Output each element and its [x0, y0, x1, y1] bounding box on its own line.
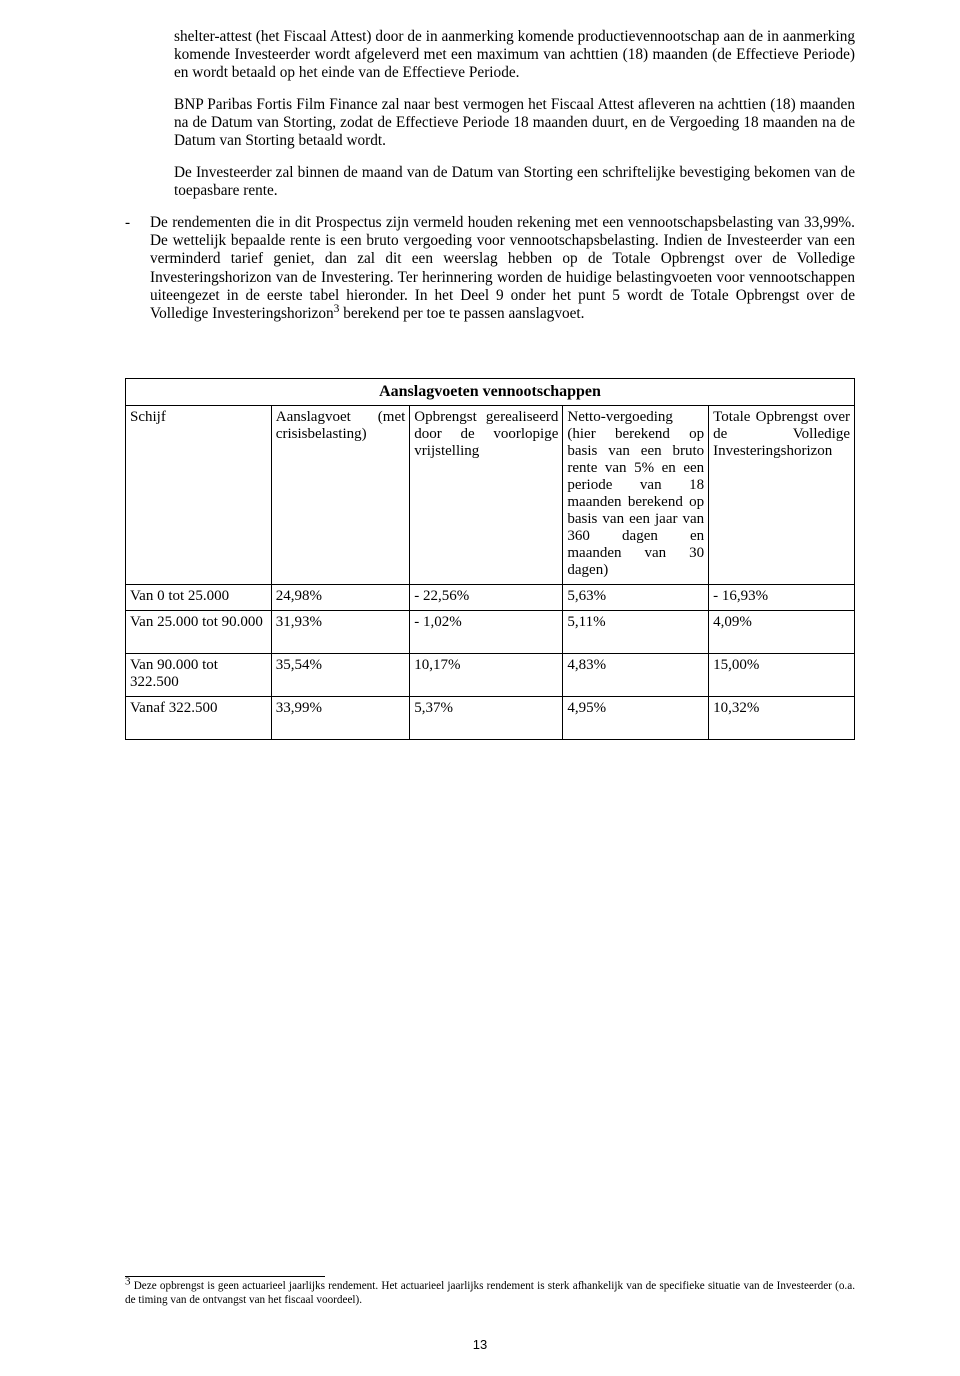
table-header-opbrengst: Opbrengst gerealiseerd door de voorlopig…: [410, 405, 563, 584]
cell-netto: 4,83%: [563, 653, 709, 696]
paragraph-1: shelter-attest (het Fiscaal Attest) door…: [174, 28, 855, 82]
footnote-text: Deze opbrengst is geen actuarieel jaarli…: [125, 1280, 855, 1305]
cell-aanslagvoet: 31,93%: [271, 610, 410, 653]
table-row: Van 0 tot 25.000 24,98% - 22,56% 5,63% -…: [126, 584, 855, 610]
cell-schijf: Van 25.000 tot 90.000: [126, 610, 272, 653]
cell-netto: 5,11%: [563, 610, 709, 653]
tax-rate-table: Aanslagvoeten vennootschappen Schijf Aan…: [125, 378, 855, 740]
cell-opbrengst: 10,17%: [410, 653, 563, 696]
cell-aanslagvoet: 33,99%: [271, 696, 410, 739]
cell-totale: 4,09%: [709, 610, 855, 653]
footnote-separator: [125, 1276, 325, 1277]
cell-totale: - 16,93%: [709, 584, 855, 610]
table-header-row: Schijf Aanslagvoet (met crisisbelasting)…: [126, 405, 855, 584]
table-header-netto: Netto-vergoeding (hier berekend op basis…: [563, 405, 709, 584]
table-title: Aanslagvoeten vennootschappen: [126, 378, 855, 405]
table-header-aanslagvoet: Aanslagvoet (met crisisbelasting): [271, 405, 410, 584]
cell-netto: 4,95%: [563, 696, 709, 739]
cell-netto: 5,63%: [563, 584, 709, 610]
cell-opbrengst: - 1,02%: [410, 610, 563, 653]
table-row: Van 25.000 tot 90.000 31,93% - 1,02% 5,1…: [126, 610, 855, 653]
cell-opbrengst: - 22,56%: [410, 584, 563, 610]
cell-schijf: Vanaf 322.500: [126, 696, 272, 739]
cell-totale: 10,32%: [709, 696, 855, 739]
paragraph-4-text-b: berekend per toe te passen aanslagvoet.: [339, 305, 584, 322]
paragraph-2: BNP Paribas Fortis Film Finance zal naar…: [174, 96, 855, 150]
footnote-3: 3 Deze opbrengst is geen actuarieel jaar…: [125, 1280, 855, 1306]
page-number: 13: [0, 1337, 960, 1352]
footnote-area: 3 Deze opbrengst is geen actuarieel jaar…: [125, 1276, 855, 1318]
table-row: Van 90.000 tot 322.500 35,54% 10,17% 4,8…: [126, 653, 855, 696]
cell-schijf: Van 0 tot 25.000: [126, 584, 272, 610]
cell-opbrengst: 5,37%: [410, 696, 563, 739]
bullet-item: - De rendementen die in dit Prospectus z…: [125, 214, 855, 322]
paragraph-3: De Investeerder zal binnen de maand van …: [174, 164, 855, 200]
cell-totale: 15,00%: [709, 653, 855, 696]
page: shelter-attest (het Fiscaal Attest) door…: [0, 0, 960, 1376]
table-header-totale: Totale Opbrengst over de Volledige Inves…: [709, 405, 855, 584]
paragraph-4: De rendementen die in dit Prospectus zij…: [150, 214, 855, 322]
table-title-row: Aanslagvoeten vennootschappen: [126, 378, 855, 405]
cell-aanslagvoet: 35,54%: [271, 653, 410, 696]
cell-schijf: Van 90.000 tot 322.500: [126, 653, 272, 696]
table-row: Vanaf 322.500 33,99% 5,37% 4,95% 10,32%: [126, 696, 855, 739]
table-header-schijf: Schijf: [126, 405, 272, 584]
cell-aanslagvoet: 24,98%: [271, 584, 410, 610]
bullet-dash: -: [125, 214, 150, 322]
